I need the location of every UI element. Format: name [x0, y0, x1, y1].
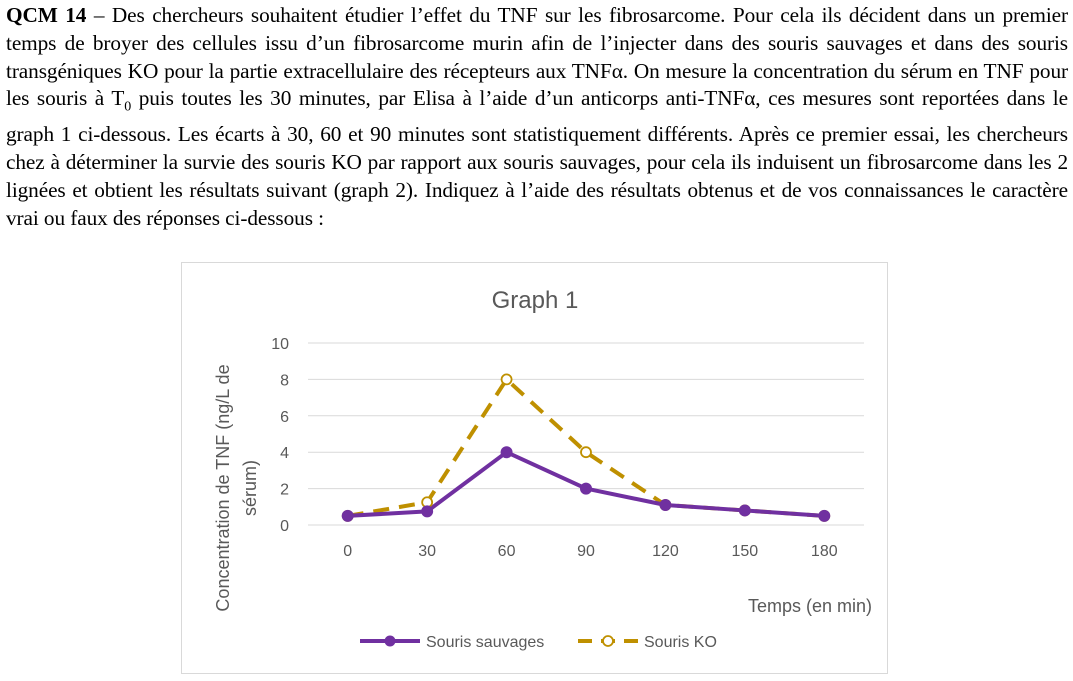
legend-label: Souris KO	[644, 634, 717, 651]
data-point-souris-sauvages	[659, 498, 672, 511]
question-text: – Des chercheurs souhaitent étudier l’ef…	[6, 3, 1068, 111]
question-text-continued: puis toutes les 30 minutes, par Elisa à …	[6, 86, 1068, 230]
y-axis-label: sérum)	[240, 460, 260, 516]
data-point-souris-sauvages	[500, 446, 513, 459]
y-tick-label: 8	[280, 372, 289, 389]
data-point-souris-sauvages	[738, 504, 751, 517]
legend-label: Souris sauvages	[426, 634, 544, 651]
y-tick-label: 2	[280, 482, 289, 499]
chart-title: Graph 1	[492, 287, 579, 314]
question-label: QCM 14	[6, 3, 87, 27]
data-point-souris-ko	[580, 446, 592, 459]
y-tick-label: 10	[271, 336, 289, 353]
x-tick-label: 90	[577, 543, 595, 560]
y-tick-label: 4	[280, 445, 289, 462]
x-tick-label: 120	[652, 543, 679, 560]
data-point-souris-sauvages	[341, 509, 354, 522]
data-point-souris-sauvages	[580, 482, 592, 495]
x-axis-label: Temps (en min)	[748, 596, 872, 616]
x-tick-label: 150	[732, 543, 759, 560]
data-point-souris-sauvages	[421, 505, 434, 518]
data-point-souris-sauvages	[818, 509, 831, 522]
x-tick-label: 180	[811, 543, 838, 560]
legend-marker	[602, 635, 614, 647]
y-axis-label: Concentration de TNF (ng/L de	[213, 364, 233, 611]
legend-marker	[384, 635, 396, 647]
graph-1-chart: Graph 1 0 2 4 6 8 10 0 30 60 90 120 150 180 Concentrat…	[181, 262, 888, 674]
data-point-souris-ko	[500, 373, 513, 386]
y-tick-label: 6	[280, 409, 289, 426]
time-subscript: 0	[124, 99, 132, 115]
question-paragraph: QCM 14 – Des chercheurs souhaitent étudi…	[6, 2, 1068, 233]
x-tick-label: 30	[418, 543, 436, 560]
x-tick-label: 0	[343, 543, 352, 560]
x-tick-label: 60	[498, 543, 516, 560]
chart-svg: Graph 1 0 2 4 6 8 10 0 30 60 90 120 150 180 Concentrat…	[213, 287, 872, 651]
y-tick-label: 0	[280, 518, 289, 535]
